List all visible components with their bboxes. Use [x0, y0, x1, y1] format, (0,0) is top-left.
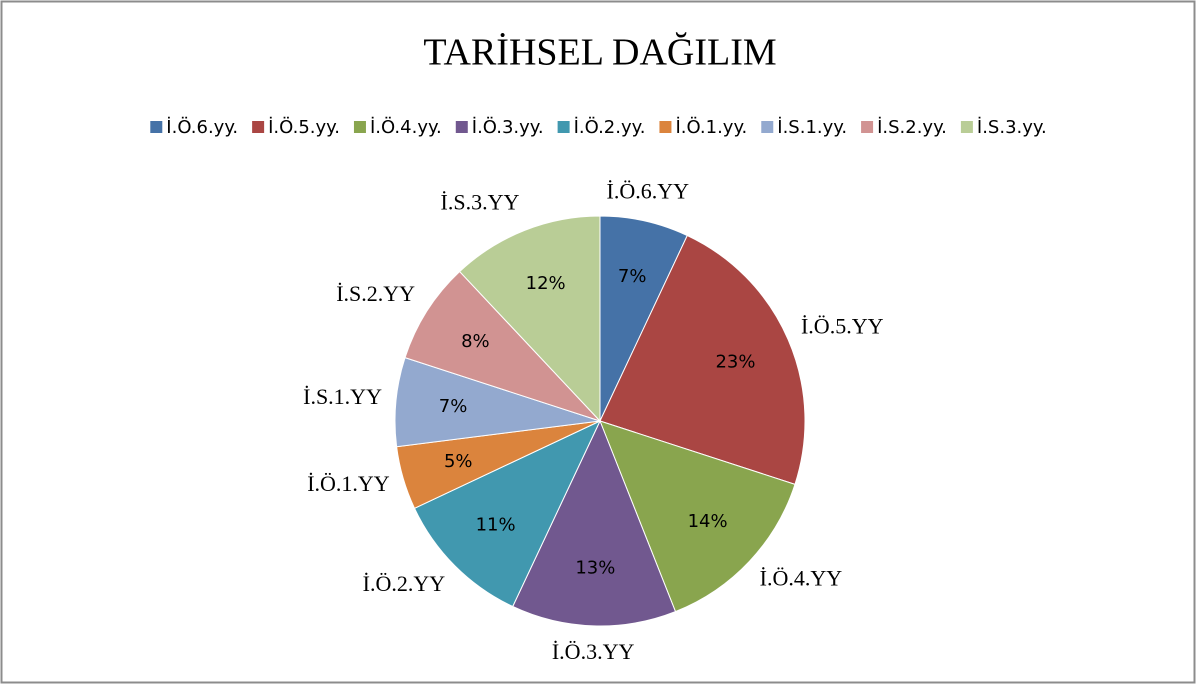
- slice-label: İ.S.3.YY: [441, 189, 520, 214]
- legend-label: İ.Ö.4.yy.: [370, 116, 442, 138]
- value-label: 12%: [526, 273, 566, 294]
- legend-marker: [761, 121, 774, 133]
- slice-label: İ.Ö.5.YY: [801, 314, 884, 339]
- legend-marker: [659, 121, 672, 133]
- pie-slice: [512, 419, 677, 627]
- legend-marker: [353, 121, 366, 133]
- legend-marker: [455, 121, 468, 133]
- pie-slice: [458, 215, 601, 423]
- chart-title: TARİHSEL DAĞILIM: [423, 32, 776, 74]
- value-label: 7%: [618, 266, 647, 287]
- legend-label: İ.S.2.yy.: [877, 117, 947, 138]
- legend-label: İ.Ö.2.yy.: [574, 116, 646, 138]
- value-label: 13%: [575, 558, 615, 579]
- legend-label: İ.S.3.yy.: [977, 117, 1047, 138]
- value-label: 7%: [439, 396, 468, 417]
- legend-label: İ.Ö.1.yy.: [675, 116, 747, 138]
- slice-label: İ.Ö.4.YY: [760, 566, 843, 591]
- slice-label: İ.Ö.6.YY: [607, 179, 690, 204]
- slice-label: İ.Ö.2.YY: [363, 571, 446, 596]
- value-label: 23%: [715, 351, 755, 372]
- slice-label: İ.Ö.3.YY: [552, 639, 635, 664]
- pie-slice: [599, 234, 806, 485]
- legend-label: İ.Ö.5.yy.: [268, 116, 340, 138]
- pie-slice: [413, 419, 602, 608]
- value-label: 14%: [688, 511, 728, 532]
- legend-marker: [960, 121, 973, 133]
- value-label: 8%: [461, 331, 490, 352]
- pie-slice: [404, 270, 601, 422]
- slice-label: İ.Ö.1.YY: [307, 471, 390, 496]
- value-label: 5%: [444, 451, 473, 472]
- legend-marker: [861, 121, 874, 133]
- legend-label: İ.Ö.3.yy.: [472, 116, 544, 138]
- slice-label: İ.S.2.YY: [336, 281, 415, 306]
- legend-label: İ.S.1.yy.: [777, 117, 847, 138]
- legend-marker: [557, 121, 570, 133]
- legend-marker: [252, 121, 265, 133]
- pie-slice: [599, 420, 796, 613]
- value-label: 11%: [476, 514, 516, 535]
- legend-marker: [150, 121, 163, 133]
- legend-label: İ.Ö.6.yy.: [166, 116, 238, 138]
- slice-label: İ.S.1.YY: [303, 384, 382, 409]
